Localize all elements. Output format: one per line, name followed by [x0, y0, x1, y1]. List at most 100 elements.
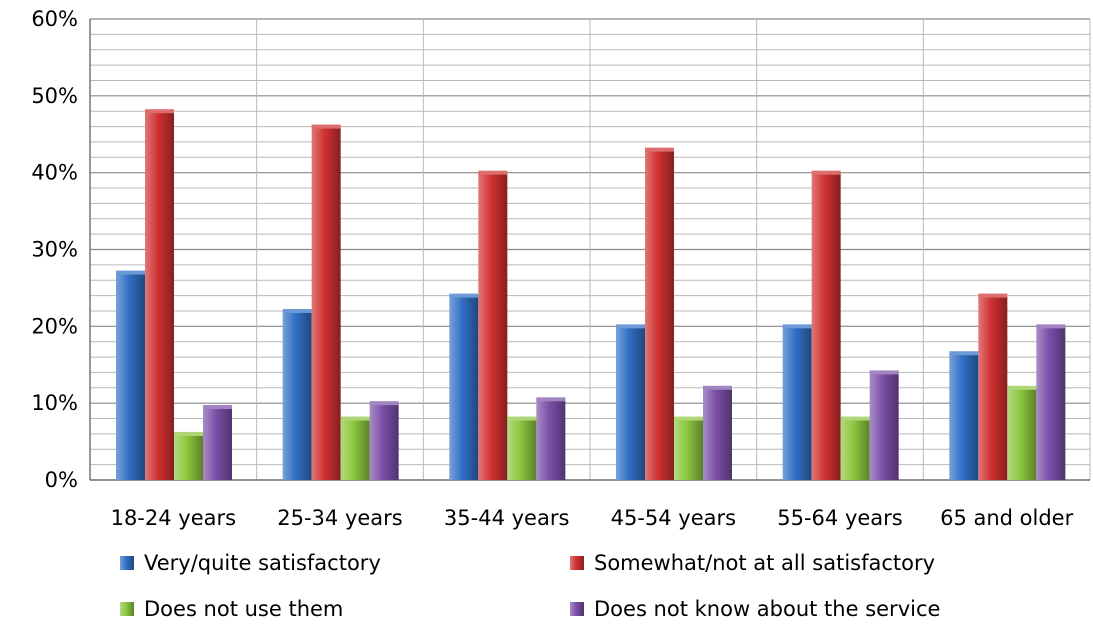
legend-swatch: [570, 602, 584, 616]
bar-top: [203, 405, 232, 410]
y-tick-label: 10%: [31, 391, 78, 415]
bar: [449, 293, 479, 480]
bar-top: [449, 293, 479, 298]
bar-body: [1007, 387, 1037, 480]
y-tick-label: 0%: [45, 468, 78, 492]
x-axis-tick-labels: 18-24 years 25-34 years 35-44 years 45-54 y…: [111, 506, 1074, 530]
axes: [89, 19, 1090, 481]
bar-body: [282, 310, 312, 480]
bar-top: [1036, 324, 1066, 329]
bar: [978, 293, 1008, 480]
legend-swatch: [120, 556, 134, 570]
x-tick-label: 45-54 years: [611, 506, 737, 530]
bar-top: [782, 324, 812, 329]
bar-body: [536, 399, 566, 480]
bar: [811, 170, 841, 480]
bar-top: [869, 370, 899, 375]
y-axis-tick-labels: 0% 10% 20% 30% 40% 50% 60%: [31, 7, 78, 492]
bar: [145, 109, 174, 480]
x-tick-label: 25-34 years: [277, 506, 403, 530]
bar-top: [536, 397, 566, 402]
bar: [282, 308, 312, 480]
bar-body: [674, 418, 703, 480]
y-tick-label: 40%: [31, 161, 78, 185]
bar: [949, 351, 979, 480]
bar: [703, 385, 732, 480]
bar: [311, 124, 341, 481]
legend-item: Does not know about the service: [570, 597, 940, 621]
bar-top: [645, 147, 674, 152]
bar-body: [311, 126, 341, 481]
bar-top: [978, 293, 1008, 298]
bar-top: [145, 109, 174, 114]
bar: [1036, 324, 1066, 480]
bar-body: [369, 403, 399, 480]
bar-top: [703, 385, 732, 390]
legend-item: Somewhat/not at all satisfactory: [570, 551, 935, 575]
bars: [116, 109, 1066, 481]
bar-body: [782, 326, 812, 480]
legend-label: Very/quite satisfactory: [144, 551, 381, 575]
bar-top: [282, 308, 312, 313]
bar-top: [174, 431, 203, 436]
bar: [116, 270, 145, 480]
bar-body: [1036, 326, 1066, 480]
legend-swatch: [570, 556, 584, 570]
bar: [645, 147, 674, 480]
bar-body: [949, 353, 979, 480]
bar-body: [340, 418, 370, 480]
bar: [869, 370, 899, 480]
legend-label: Does not use them: [144, 597, 343, 621]
bar-top: [116, 270, 145, 275]
y-tick-label: 20%: [31, 314, 78, 338]
legend-item: Very/quite satisfactory: [120, 551, 381, 575]
legend-item: Does not use them: [120, 597, 343, 621]
bar: [782, 324, 812, 480]
legend-label: Somewhat/not at all satisfactory: [594, 551, 935, 575]
bar-body: [116, 272, 145, 480]
bar-top: [811, 170, 841, 175]
bar: [840, 416, 870, 480]
bar-body: [478, 172, 508, 480]
legend: Very/quite satisfactory Somewhat/not at a…: [120, 551, 940, 621]
bar-top: [616, 324, 645, 329]
bar: [1007, 385, 1037, 480]
bar-body: [703, 387, 732, 480]
bar-top: [1007, 385, 1037, 390]
bar: [369, 401, 399, 480]
x-tick-label: 35-44 years: [444, 506, 570, 530]
y-tick-label: 50%: [31, 84, 78, 108]
bar-top: [949, 351, 979, 356]
bar-body: [174, 433, 203, 480]
grid-lines: [89, 18, 1091, 481]
bar-body: [869, 372, 899, 480]
x-tick-label: 65 and older: [940, 506, 1074, 530]
bar-top: [840, 416, 870, 421]
bar-body: [616, 326, 645, 480]
bar-body: [507, 418, 537, 480]
bar-body: [203, 407, 232, 480]
bar-body: [449, 295, 479, 480]
bar-body: [978, 295, 1008, 480]
bar: [674, 416, 703, 480]
bar: [174, 431, 203, 480]
x-tick-label: 55-64 years: [777, 506, 903, 530]
x-tick-label: 18-24 years: [111, 506, 237, 530]
bar-top: [369, 401, 399, 406]
bar: [203, 405, 232, 480]
legend-label: Does not know about the service: [594, 597, 940, 621]
bar-top: [340, 416, 370, 421]
bar: [340, 416, 370, 480]
bar-body: [645, 149, 674, 480]
bar: [507, 416, 537, 480]
bar: [616, 324, 645, 480]
bar-body: [840, 418, 870, 480]
y-tick-label: 30%: [31, 238, 78, 262]
bar-top: [674, 416, 703, 421]
legend-swatch: [120, 602, 134, 616]
bar: [536, 397, 566, 480]
y-tick-label: 60%: [31, 7, 78, 31]
bar-top: [311, 124, 341, 129]
bar-top: [478, 170, 508, 175]
